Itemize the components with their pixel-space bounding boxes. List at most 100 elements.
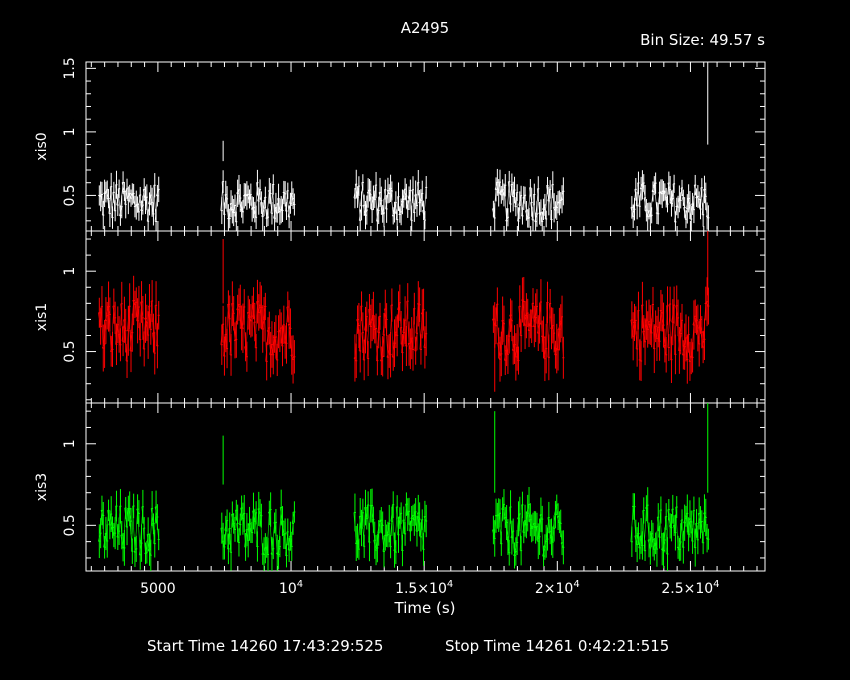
step-line [496, 514, 499, 517]
step-line [150, 202, 154, 214]
step-line [560, 191, 564, 200]
step-line [354, 540, 358, 544]
step-line [356, 186, 360, 198]
step-line [671, 305, 675, 323]
step-line [228, 528, 232, 553]
start-time: Start Time 14260 17:43:29:525 [147, 637, 383, 655]
step-line [137, 513, 141, 555]
step-line [271, 522, 275, 549]
step-line [101, 343, 105, 349]
step-line [674, 206, 678, 222]
step-line [374, 547, 378, 551]
step-line [556, 201, 560, 204]
step-line [704, 517, 708, 539]
step-line [275, 331, 279, 360]
step-line [362, 507, 366, 547]
step-line [667, 509, 671, 526]
step-line [133, 204, 137, 207]
step-line [378, 519, 382, 522]
step-line [705, 537, 709, 540]
step-line [112, 306, 116, 318]
step-line [365, 192, 369, 211]
step-line [253, 512, 257, 522]
step-line [554, 207, 557, 211]
step-line [290, 193, 294, 199]
step-line [268, 190, 271, 194]
step-line [107, 306, 111, 315]
step-line [551, 184, 555, 208]
step-line [372, 315, 376, 330]
step-line [154, 506, 158, 518]
step-line [701, 513, 705, 543]
x-tick-label: 2.5×104 [661, 579, 719, 597]
step-line [252, 207, 256, 213]
step-line [420, 519, 424, 550]
step-line [414, 194, 418, 206]
step-line [675, 507, 679, 548]
step-line [639, 535, 643, 546]
step-line [262, 306, 266, 320]
step-line [672, 183, 676, 222]
step-line [358, 205, 362, 221]
step-line [688, 356, 692, 362]
step-line [416, 512, 420, 520]
step-line [528, 519, 532, 529]
step-line [364, 209, 368, 216]
step-line [223, 530, 227, 547]
step-line [134, 509, 138, 549]
step-line [132, 193, 136, 207]
step-line [385, 534, 389, 537]
step-line [375, 332, 379, 361]
step-line [148, 306, 152, 330]
step-line [511, 531, 515, 556]
step-line [530, 202, 534, 220]
step-line [662, 539, 666, 551]
step-line [701, 339, 705, 348]
step-line [263, 197, 267, 219]
step-line [223, 194, 227, 215]
step-line [245, 312, 249, 357]
step-line [667, 304, 671, 348]
series-xis0 [98, 62, 710, 231]
step-line [398, 211, 402, 215]
step-line [104, 315, 108, 321]
step-line [405, 504, 409, 515]
step-line [419, 313, 423, 350]
step-line [659, 310, 663, 314]
step-line [492, 319, 495, 326]
step-line [116, 188, 120, 206]
step-line [633, 506, 637, 536]
step-line [695, 196, 698, 198]
step-line [137, 306, 141, 340]
step-line [647, 321, 651, 326]
x-tick-label: 1.5×104 [395, 579, 453, 597]
step-line [503, 517, 507, 523]
step-line [382, 535, 386, 552]
step-line [283, 533, 287, 556]
step-line [687, 334, 691, 362]
panel-frame [85, 61, 766, 232]
step-line [679, 519, 683, 542]
step-line [375, 532, 379, 548]
step-line [556, 329, 560, 350]
step-line [253, 322, 257, 348]
step-line [639, 184, 643, 189]
step-line [536, 323, 540, 334]
step-line [116, 324, 120, 335]
step-line [517, 205, 521, 222]
step-line [356, 319, 360, 326]
step-line [406, 301, 410, 344]
step-line [279, 327, 283, 346]
step-line [688, 518, 692, 523]
step-line [291, 356, 295, 360]
step-line [696, 327, 700, 344]
step-line [365, 504, 369, 519]
step-line [670, 322, 674, 360]
step-line [397, 302, 401, 310]
step-line [142, 528, 146, 554]
step-line [634, 189, 638, 206]
step-line [681, 346, 685, 355]
step-line [532, 317, 536, 327]
step-line [666, 509, 670, 555]
step-line [376, 210, 379, 222]
